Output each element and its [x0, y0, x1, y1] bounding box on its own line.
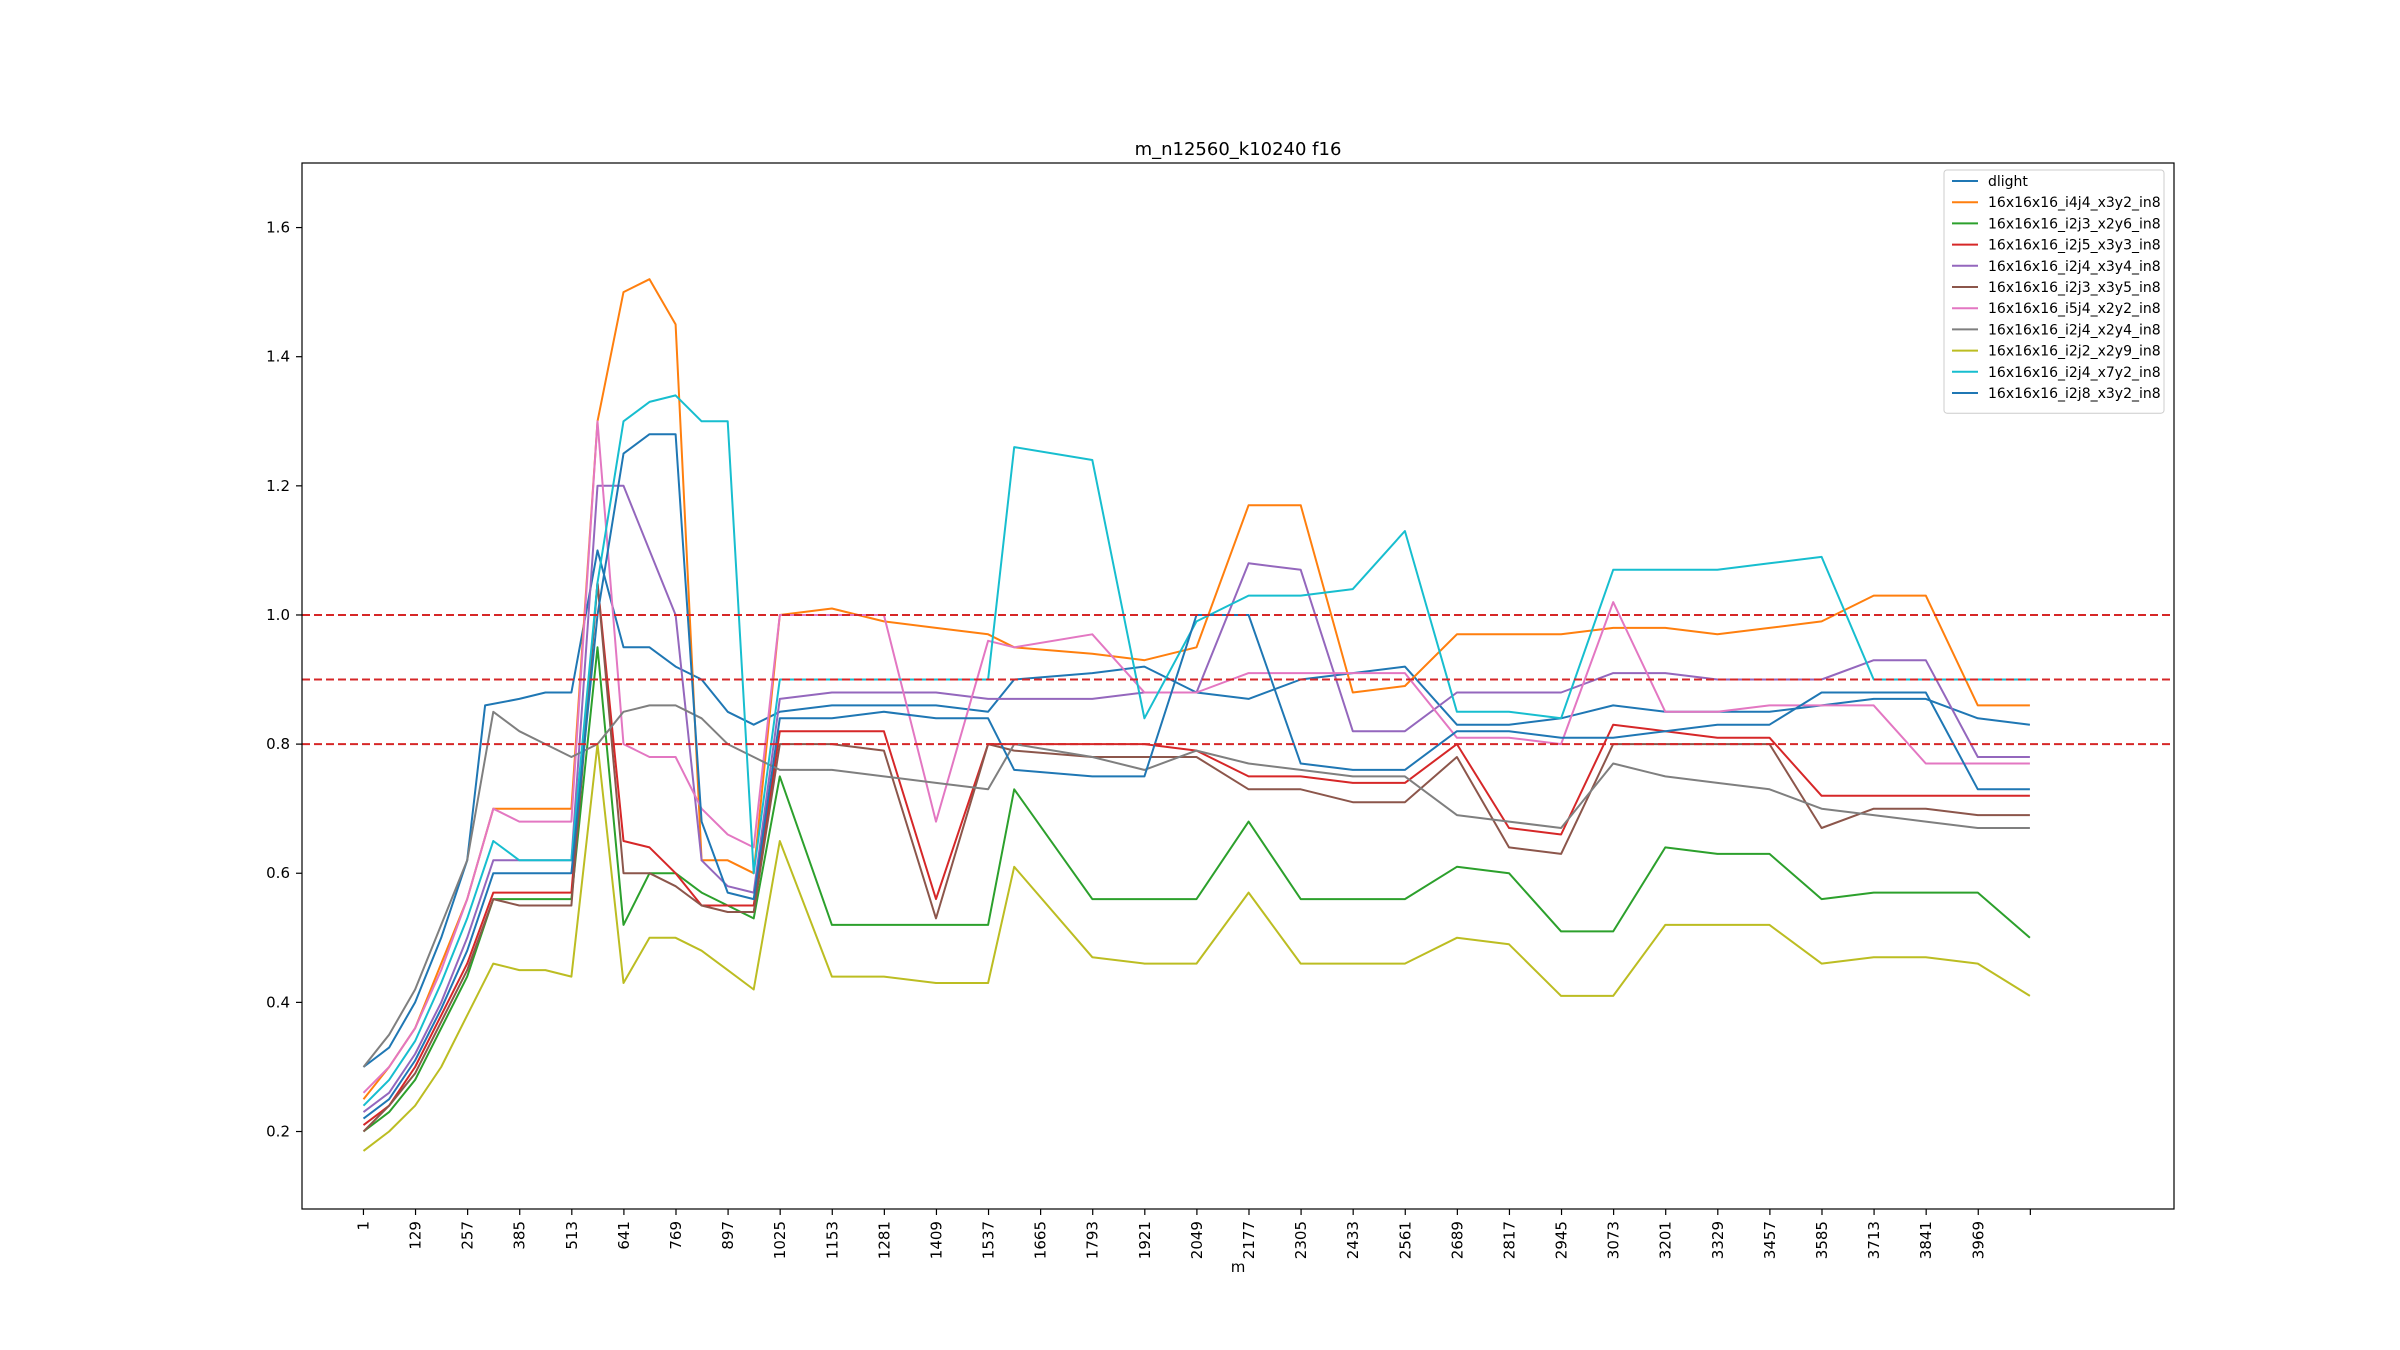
x-tick-label: 1409 [927, 1221, 945, 1259]
series-line-11 [362, 433, 2030, 1120]
series-line-5 [362, 484, 2030, 1113]
y-tick-label: 1.6 [266, 219, 290, 237]
x-tick-label: 1025 [771, 1221, 789, 1259]
y-tick-label: 0.2 [266, 1123, 290, 1141]
x-tick-label: 769 [667, 1221, 685, 1250]
y-tick-label: 1.4 [266, 348, 290, 366]
series-line-7 [362, 420, 2030, 1094]
series-line-6 [362, 581, 2030, 1133]
legend-label: 16x16x16_i2j2_x2y9_in8 [1988, 344, 2161, 360]
plot-area [362, 278, 2031, 1152]
x-tick-label: 513 [563, 1221, 581, 1250]
x-tick-label: 3201 [1657, 1221, 1675, 1259]
x-tick-label: 3713 [1865, 1221, 1883, 1259]
x-tick-label: 129 [407, 1221, 425, 1250]
x-tick-label: 2305 [1292, 1221, 1310, 1259]
x-tick-label: 3969 [1969, 1221, 1987, 1259]
x-tick-label: 2177 [1240, 1221, 1258, 1259]
legend-label: 16x16x16_i2j3_x2y6_in8 [1988, 216, 2161, 232]
legend-label: dlight [1988, 174, 2028, 190]
x-tick-label: 2433 [1344, 1221, 1362, 1259]
x-axis-label: m [1231, 1258, 1246, 1276]
plot-frame [301, 162, 2175, 1210]
legend-label: 16x16x16_i2j4_x2y4_in8 [1988, 322, 2161, 338]
legend-label: 16x16x16_i2j5_x3y3_in8 [1988, 238, 2161, 254]
x-tick-label: 641 [615, 1221, 633, 1250]
x-tick-label: 257 [459, 1221, 477, 1250]
legend-box [1943, 169, 2165, 414]
series-line-8 [362, 704, 2030, 1068]
x-tick-label: 1 [354, 1221, 372, 1231]
y-tick-label: 0.4 [266, 993, 290, 1011]
x-tick-label: 1153 [823, 1221, 841, 1259]
legend-label: 16x16x16_i2j8_x3y2_in8 [1988, 386, 2161, 402]
x-tick-label: 3073 [1605, 1221, 1623, 1259]
axes: 0.2 0.4 0.6 0.8 1.0 1.2 1.4 1.6 1 129 257 385 513 641… [266, 162, 2175, 1259]
series-line-9 [362, 743, 2031, 1152]
legend-label: 16x16x16_i5j4_x2y2_in8 [1988, 301, 2161, 317]
x-tick-label: 1281 [875, 1221, 893, 1259]
chart-title: m_n12560_k10240 f16 [1135, 139, 1342, 160]
x-tick-label: 2945 [1553, 1221, 1571, 1259]
legend-label: 16x16x16_i2j4_x7y2_in8 [1988, 365, 2161, 381]
x-tick-label: 2049 [1188, 1221, 1206, 1259]
x-tick-label: 2689 [1448, 1221, 1466, 1259]
y-tick-label: 1.0 [266, 606, 290, 624]
legend-label: 16x16x16_i2j4_x3y4_in8 [1988, 259, 2161, 275]
x-tick-label: 2817 [1500, 1221, 1518, 1259]
legend-label: 16x16x16_i4j4_x3y2_in8 [1988, 195, 2161, 211]
reference-lines [302, 613, 2174, 746]
x-tick-label: 1921 [1136, 1221, 1154, 1259]
x-tick-label: 2561 [1396, 1221, 1414, 1259]
x-tick-label: 897 [719, 1221, 737, 1250]
x-tick-label: 1537 [980, 1221, 998, 1259]
series-line-2 [362, 278, 2030, 1100]
x-tick-label: 3329 [1709, 1221, 1727, 1259]
legend: dlight 16x16x16_i4j4_x3y2_in8 16x16x16_i2j… [1943, 169, 2165, 414]
legend-label: 16x16x16_i2j3_x3y5_in8 [1988, 280, 2161, 296]
x-tick-label: 385 [511, 1221, 529, 1250]
y-tick-label: 0.6 [266, 864, 290, 882]
x-tick-label: 3457 [1761, 1221, 1779, 1259]
series-line-4 [362, 581, 2030, 1126]
series-line-3 [362, 646, 2031, 1133]
x-tick-label: 1665 [1032, 1221, 1050, 1259]
y-tick-label: 1.2 [266, 477, 290, 495]
y-tick-label: 0.8 [266, 735, 290, 753]
x-tick-label: 1793 [1084, 1221, 1102, 1259]
x-tick-label: 3585 [1813, 1221, 1831, 1259]
x-tick-label: 3841 [1917, 1221, 1935, 1259]
